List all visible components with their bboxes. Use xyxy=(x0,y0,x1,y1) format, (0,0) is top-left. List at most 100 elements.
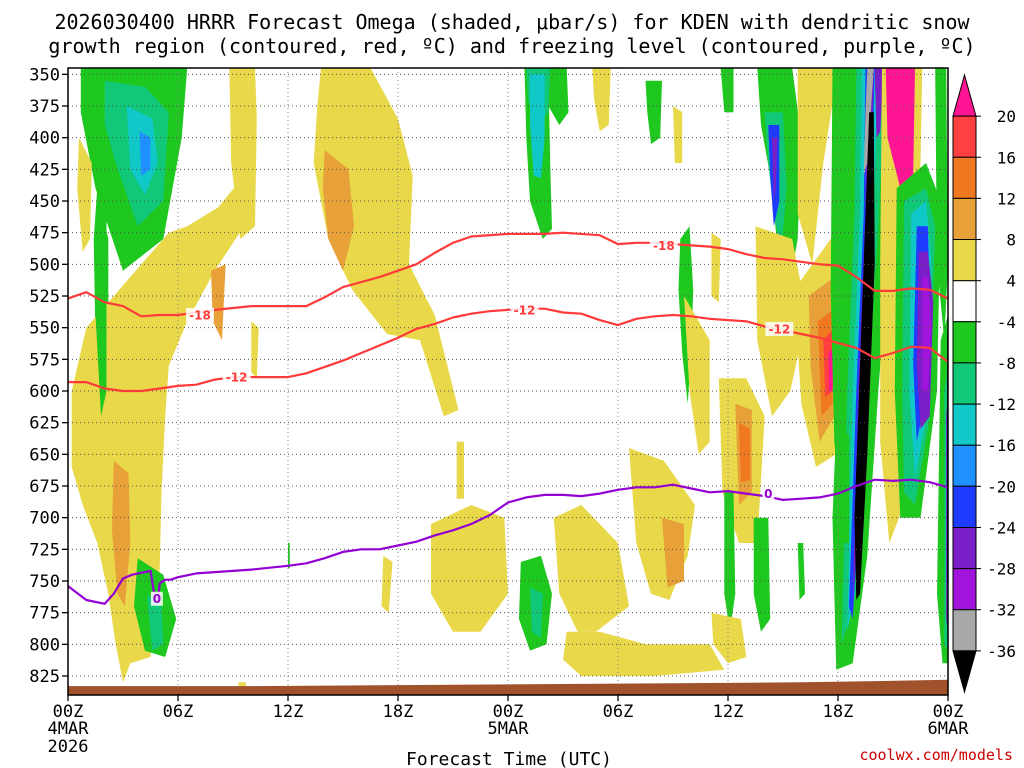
plot-area: -18 -12 -12 -18 -12 0 0 xyxy=(68,68,948,695)
x-axis-label: Forecast Time (UTC) xyxy=(406,749,612,768)
colorbar-swatch-7 xyxy=(952,362,977,405)
contour-label-5: 0 xyxy=(153,592,161,606)
colorbar-label-3: 8 xyxy=(1006,231,1016,250)
omega-region-46 xyxy=(772,137,778,201)
omega-region-8 xyxy=(211,264,226,341)
omega-region-16 xyxy=(431,505,508,632)
omega-region-18 xyxy=(381,555,393,613)
omega-region-12 xyxy=(229,68,257,239)
x-tick-label-18: 18Z xyxy=(383,702,414,722)
x-tick-label-24: 00Z xyxy=(493,702,524,722)
omega-region-40 xyxy=(753,517,771,632)
omega-region-41 xyxy=(797,543,805,600)
grid-lines xyxy=(68,68,948,695)
y-tick-label-475: 475 xyxy=(29,224,60,244)
omega-region-29 xyxy=(563,631,725,676)
omega-region-5 xyxy=(77,137,92,252)
omega-region-78 xyxy=(841,429,849,543)
y-tick-label-600: 600 xyxy=(29,382,60,402)
contour-label-3: -18 xyxy=(653,239,675,253)
omega-region-22 xyxy=(530,74,545,179)
y-tick-label-800: 800 xyxy=(29,635,60,655)
contour-label-bg-2 xyxy=(510,302,539,317)
omega-region-19 xyxy=(544,68,569,125)
x-tick-label-48: 00Z xyxy=(933,702,964,722)
x-tick-date-24: 5MAR xyxy=(488,719,530,739)
colorbar-swatch-10 xyxy=(952,485,977,528)
y-tick-label-775: 775 xyxy=(29,604,60,624)
omega-region-60 xyxy=(863,68,874,176)
y-tick-label-425: 425 xyxy=(29,160,60,180)
colorbar-label-11: -28 xyxy=(987,560,1016,579)
y-tick-label-700: 700 xyxy=(29,509,60,529)
colorbar-swatch-11 xyxy=(952,527,977,570)
y-tick-label-450: 450 xyxy=(29,192,60,212)
colorbar-swatch-12 xyxy=(952,568,977,611)
y-tick-label-550: 550 xyxy=(29,319,60,339)
contour-label-1: -12 xyxy=(226,371,248,385)
colorbar-omega: 20 16 12 8 4 -4 -8 -12 -16 -20 -24 -28 -32 -36 xyxy=(952,73,1016,694)
colorbar-swatch-3 xyxy=(952,197,977,240)
x-tick-date-48: 6MAR xyxy=(928,719,970,739)
omega-region-25 xyxy=(673,106,683,163)
contour-label-6: 0 xyxy=(764,487,772,501)
x-tick-label-42: 18Z xyxy=(823,702,854,722)
omega-region-24 xyxy=(645,80,662,144)
y-tick-label-750: 750 xyxy=(29,572,60,592)
contour-labels: -18 -12 -12 -18 -12 0 0 xyxy=(150,238,794,606)
omega-region-10 xyxy=(146,593,164,651)
colorbar-label-0: 20 xyxy=(997,107,1016,126)
omega-region-28 xyxy=(553,505,629,632)
chart-title-line-2: growth region (contoured, red, ºC) and f… xyxy=(48,34,975,58)
colorbar-label-12: -32 xyxy=(987,601,1016,620)
y-tick-label-525: 525 xyxy=(29,287,60,307)
colorbar-swatch-6 xyxy=(952,321,977,364)
colorbar-label-10: -24 xyxy=(987,518,1016,537)
x-tick-label-6: 06Z xyxy=(163,702,194,722)
omega-region-11 xyxy=(95,188,107,417)
colorbar-swatch-1 xyxy=(952,115,977,158)
omega-region-14 xyxy=(313,68,459,417)
colorbar-swatch-0 xyxy=(952,73,977,117)
y-axis-pressure: 350 375 400 425 450 475 500 525 550 575 600 625 650 6… xyxy=(29,65,68,687)
y-tick-label-825: 825 xyxy=(29,667,60,687)
y-tick-label-575: 575 xyxy=(29,350,60,370)
omega-region-39 xyxy=(711,612,747,664)
contour-label-bg-6 xyxy=(762,486,775,501)
omega-region-37 xyxy=(739,422,750,483)
contour-label-0: -18 xyxy=(189,309,211,323)
omega-region-62 xyxy=(874,68,884,138)
colorbar-swatch-2 xyxy=(952,156,977,199)
contour-label-bg-1 xyxy=(222,370,251,385)
credit-text: coolwx.com/models xyxy=(859,746,1013,764)
omega-region-13 xyxy=(251,321,259,379)
contour-label-2: -12 xyxy=(514,303,536,317)
x-tick-label-0: 00Z xyxy=(53,702,84,722)
y-tick-label-625: 625 xyxy=(29,414,60,434)
omega-region-48 xyxy=(797,68,838,265)
colorbar-swatch-14 xyxy=(952,650,977,694)
terrain-surface xyxy=(68,679,948,695)
contour-line-m12-1 xyxy=(68,307,948,393)
y-tick-label-675: 675 xyxy=(29,477,60,497)
x-tick-label-30: 06Z xyxy=(603,702,634,722)
contour-line-freezing-2 xyxy=(68,478,948,605)
omega-region-17 xyxy=(456,441,464,499)
contour-label-bg-4 xyxy=(765,321,794,336)
omega-region-42 xyxy=(720,68,734,113)
omega-region-33 xyxy=(684,296,710,455)
omega-region-71 xyxy=(935,68,948,341)
omega-region-31 xyxy=(662,517,684,588)
omega-region-15 xyxy=(322,150,354,271)
y-tick-label-500: 500 xyxy=(29,255,60,275)
colorbar-label-2: 12 xyxy=(997,189,1016,208)
omega-region-23 xyxy=(592,68,611,132)
colorbar-swatch-9 xyxy=(952,444,977,487)
colorbar-label-8: -16 xyxy=(987,436,1016,455)
contour-label-bg-3 xyxy=(649,238,678,253)
colorbar-label-9: -20 xyxy=(987,477,1016,496)
colorbar-label-7: -12 xyxy=(987,395,1016,414)
colorbar-label-5: -4 xyxy=(997,313,1016,332)
omega-region-3 xyxy=(139,131,151,176)
omega-region-38 xyxy=(724,492,736,632)
